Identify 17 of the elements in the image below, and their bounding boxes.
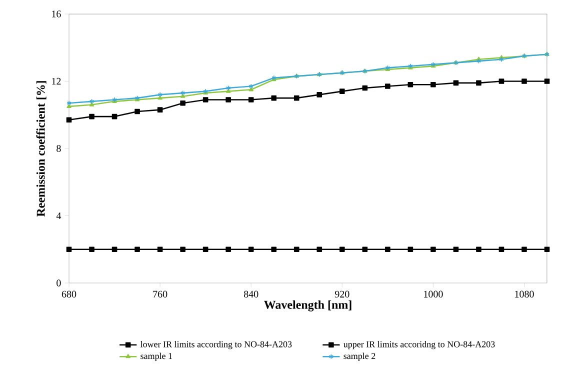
y-axis-title: Reemission coefficient [%] [36,81,46,217]
y-tick-label: 16 [52,10,61,18]
x-tick-label: 840 [244,290,258,298]
y-tick-label: 4 [56,212,62,220]
y-tick-label: 0 [56,280,61,286]
x-tick-label: 1080 [515,290,534,298]
legend-label: upper IR limits accoridng to NO-84-A203 [343,340,495,350]
y-tick-label: 8 [56,145,61,152]
x-axis-title: Wavelength [nm] [264,300,352,312]
legend-label: lower IR limits according to NO-84-A203 [140,340,292,350]
x-tick-label: 680 [62,290,76,298]
x-tick-label: 920 [334,290,350,298]
legend-label: sample 2 [344,352,376,361]
legend-label: sample 1 [140,352,172,361]
y-tick-label: 12 [52,78,61,85]
x-tick-label: 760 [153,290,168,298]
x-tick-label: 1000 [424,290,443,298]
